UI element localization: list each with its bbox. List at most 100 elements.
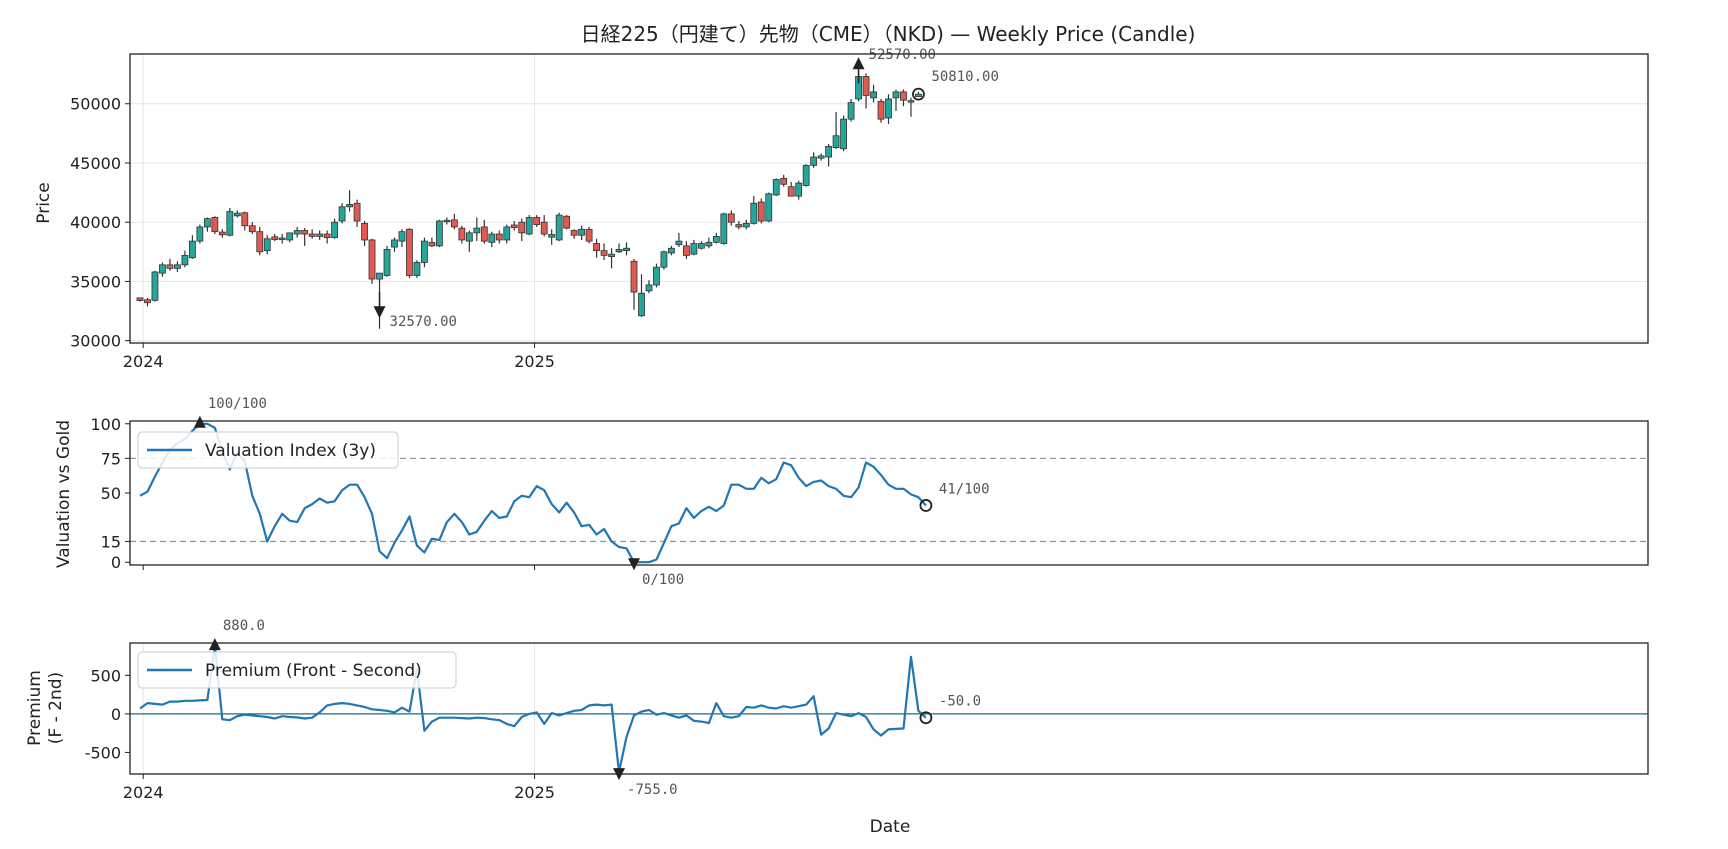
price-panel-frame: [129, 53, 1649, 344]
candle-body: [203, 218, 211, 228]
price-panel: 30000 35000 40000 45000 50000 2024 2025 52570…: [70, 47, 1649, 371]
y-tick-label: 45000: [70, 154, 121, 173]
candle-body: [533, 217, 541, 225]
candle-body: [406, 228, 413, 276]
candle-body: [218, 231, 226, 236]
candle-body: [211, 217, 219, 233]
max-marker: [193, 415, 206, 428]
candle-body: [645, 284, 653, 292]
candle-body: [892, 91, 900, 99]
candle-body: [353, 202, 361, 222]
candle-body: [615, 249, 623, 253]
candle-body: [570, 230, 578, 236]
candle-body: [256, 231, 264, 253]
y-tick-label: 500: [90, 666, 121, 685]
candle-body: [623, 247, 630, 252]
candle-body: [301, 230, 309, 235]
valuation-legend-box: [137, 431, 399, 469]
candle-body: [802, 164, 810, 186]
x-tick-label: 2024: [123, 352, 164, 371]
series-line: [139, 422, 927, 564]
y-tick-label: 50: [101, 484, 121, 503]
candle-body: [660, 251, 668, 268]
candle-body: [473, 227, 481, 234]
candle-body: [705, 241, 713, 247]
candle-body: [795, 182, 803, 197]
x-tick-label: 2025: [514, 352, 555, 371]
last-value-marker: [919, 499, 933, 512]
candle-body: [503, 226, 511, 241]
candle-body: [136, 297, 144, 301]
candle-body: [188, 240, 196, 259]
candle-body: [817, 155, 825, 159]
candle-body: [495, 233, 503, 241]
candle-body: [181, 254, 189, 266]
candle-body: [653, 266, 660, 286]
candle-body: [780, 177, 788, 185]
last-value-label: 50810.00: [931, 69, 998, 85]
candle-body: [847, 102, 855, 120]
candle-body: [443, 219, 451, 223]
min-marker: [628, 558, 641, 571]
candle-body: [683, 245, 690, 256]
premium-panel: -500 0 500 2024 2025 880.0 -755.0 -50.0 Premi…: [85, 618, 1649, 802]
candle-body: [840, 118, 847, 150]
candle-body: [465, 232, 473, 242]
price-y-axis-label: Price: [34, 182, 54, 223]
candle-body: [166, 264, 174, 269]
candle-body: [278, 237, 286, 240]
premium-legend-box: [137, 651, 457, 689]
candle-body: [578, 228, 586, 236]
candle-body: [323, 233, 331, 238]
candle-body: [555, 214, 563, 241]
candle-body: [638, 292, 645, 317]
y-tick-label: 40000: [70, 213, 121, 232]
max-marker: [852, 57, 865, 70]
max-label: 100/100: [208, 396, 267, 412]
candle-body: [286, 232, 294, 241]
candle-body: [368, 239, 376, 280]
candle-body: [765, 193, 773, 222]
candle-body: [398, 231, 406, 242]
min-label: -755.0: [627, 782, 678, 798]
max-marker: [208, 638, 221, 651]
candle-body: [144, 299, 151, 304]
candle-body: [832, 135, 840, 148]
max-label: 52570.00: [869, 47, 936, 63]
candle-body: [675, 240, 683, 246]
last-value-label: 41/100: [939, 481, 990, 497]
candle-body: [757, 201, 765, 222]
valuation-legend: Valuation Index (3y): [137, 431, 399, 469]
candle-body: [742, 222, 750, 228]
candle-body: [383, 249, 391, 276]
candle-body: [346, 204, 353, 208]
y-tick-label: 50000: [70, 95, 121, 114]
candle-body: [488, 233, 496, 243]
candle-body: [196, 226, 204, 242]
candle-body: [772, 179, 780, 196]
x-tick-label: 2024: [123, 783, 164, 802]
candle-body: [540, 221, 548, 235]
last-value-marker: [919, 711, 933, 725]
candle-body: [338, 206, 346, 222]
candle-body: [316, 233, 324, 237]
candle-body: [233, 212, 241, 217]
y-tick-label: 0: [111, 705, 121, 724]
candle-body: [870, 91, 877, 99]
candle-body: [525, 217, 533, 235]
candle-body: [413, 262, 421, 276]
candle-body: [825, 145, 833, 158]
candle-body: [271, 236, 279, 240]
y-tick-label: 75: [101, 449, 121, 468]
candle-body: [548, 234, 556, 238]
min-marker: [373, 306, 386, 319]
candle-body: [263, 238, 271, 252]
candle-body: [510, 224, 518, 229]
y-tick-label: 30000: [70, 332, 121, 351]
premium-y-axis-label: Premium(F - 2nd): [25, 670, 66, 746]
candle-body: [727, 213, 735, 223]
candle-body: [810, 156, 818, 166]
candle-body: [450, 219, 458, 228]
premium-panel-frame: [129, 642, 1649, 775]
